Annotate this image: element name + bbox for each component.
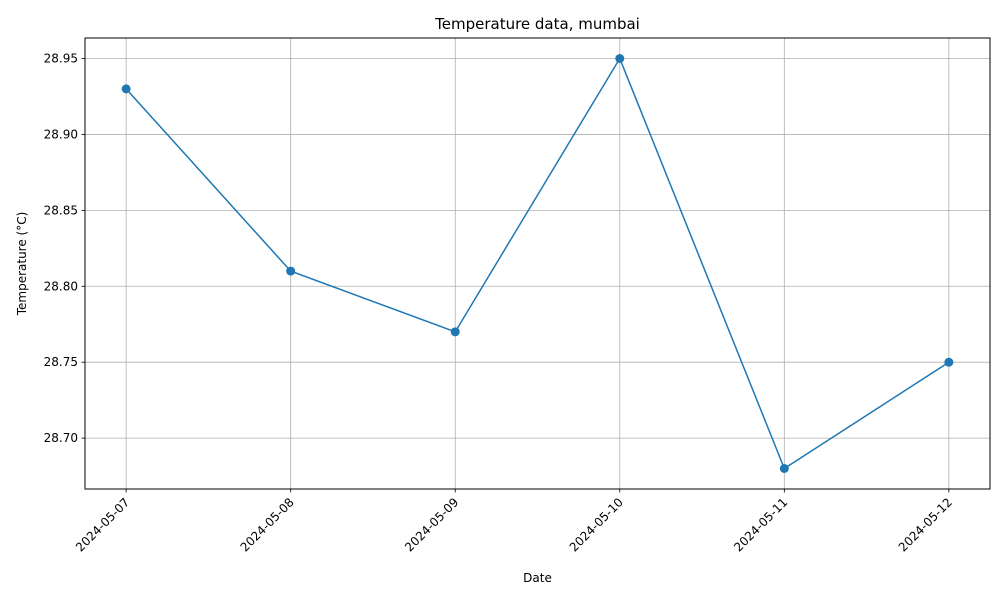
y-axis-ticks: 28.70 28.75 28.80 28.85 28.90 28.95 bbox=[44, 52, 85, 445]
y-tick-label: 28.75 bbox=[44, 355, 78, 369]
plot-area-frame bbox=[84, 37, 991, 490]
data-point bbox=[615, 54, 625, 63]
data-point bbox=[944, 357, 954, 367]
x-tick-label: 2024-05-11 bbox=[731, 495, 790, 554]
y-tick-label: 28.90 bbox=[44, 127, 78, 141]
y-tick-label: 28.95 bbox=[44, 52, 78, 66]
x-tick-label: 2024-05-09 bbox=[402, 495, 461, 554]
data-point bbox=[450, 327, 460, 337]
series-line bbox=[125, 56, 950, 470]
x-axis-ticks: 2024-05-07 2024-05-08 2024-05-09 2024-05-10… bbox=[73, 489, 955, 554]
x-tick-label: 2024-05-10 bbox=[567, 495, 626, 554]
y-tick-label: 28.85 bbox=[44, 203, 78, 217]
x-tick-label: 2024-05-12 bbox=[896, 495, 955, 554]
y-axis-label: Temperature (°C) bbox=[15, 212, 29, 317]
y-tick-label: 28.70 bbox=[44, 431, 78, 445]
x-tick-label: 2024-05-08 bbox=[238, 495, 297, 554]
data-point bbox=[121, 84, 131, 94]
y-tick-label: 28.80 bbox=[44, 279, 78, 293]
grid-lines bbox=[85, 38, 990, 489]
x-tick-label: 2024-05-07 bbox=[73, 495, 132, 554]
chart-title: Temperature data, mumbai bbox=[434, 15, 640, 33]
data-point bbox=[286, 266, 296, 276]
x-axis-label: Date bbox=[523, 571, 552, 585]
series-layer bbox=[121, 54, 954, 473]
data-point bbox=[779, 464, 789, 473]
